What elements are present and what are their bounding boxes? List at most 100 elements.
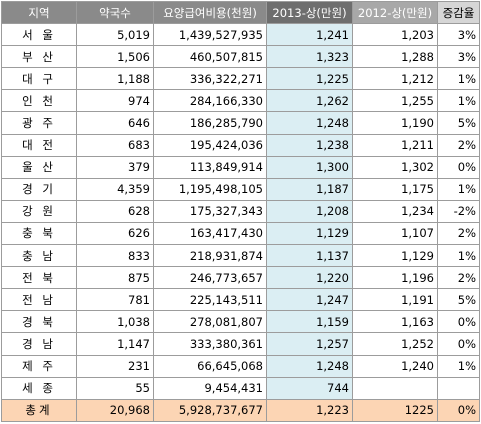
cell-pharmacies: 974 (76, 89, 154, 113)
cell-change: 1% (437, 89, 480, 113)
cell-pharmacies: 875 (76, 266, 154, 290)
cell-cost: 278,081,807 (153, 310, 267, 334)
cell-2012: 1,190 (352, 111, 438, 135)
cell-cost: 336,322,271 (153, 67, 267, 91)
cell-cost: 186,285,790 (153, 111, 267, 135)
cell-change: -2% (437, 199, 480, 223)
cell-pharmacies: 626 (76, 221, 154, 246)
cell-change (437, 376, 480, 400)
cell-2013: 1,248 (266, 111, 353, 135)
cell-2012: 1,288 (352, 45, 438, 69)
cell-region: 인 천 (1, 89, 77, 113)
cell-change: 3% (437, 45, 480, 69)
cell-2013: 1,323 (266, 45, 353, 69)
cell-2012: 1,252 (352, 332, 438, 356)
cell-2013: 1,262 (266, 89, 353, 113)
total-row: 총계 20,968 5,928,737,677 1,223 1225 0% (1, 398, 480, 422)
cell-pharmacies: 4,359 (76, 177, 154, 201)
cell-pharmacies: 646 (76, 111, 154, 135)
cell-2012: 1,203 (352, 23, 438, 47)
cell-pharmacies: 683 (76, 133, 154, 157)
cell-change: 3% (437, 23, 480, 47)
cell-2012 (352, 376, 438, 400)
cell-2013: 1,223 (266, 398, 353, 422)
cell-region: 경 북 (1, 310, 77, 334)
cell-region: 제 주 (1, 354, 77, 378)
cell-region: 총계 (1, 398, 77, 422)
cell-cost: 460,507,815 (153, 45, 267, 69)
table-row: 울 산 379 113,849,914 1,300 1,302 0% (1, 155, 480, 179)
header-cost: 요양급여비용(천원) (153, 0, 267, 25)
cell-2012: 1,302 (352, 155, 438, 179)
cell-pharmacies: 781 (76, 288, 154, 312)
cell-2012: 1,234 (352, 199, 438, 223)
table-row: 광 주 646 186,285,790 1,248 1,190 5% (1, 111, 480, 135)
cell-pharmacies: 1,147 (76, 332, 154, 356)
table-row: 부 산 1,506 460,507,815 1,323 1,288 3% (1, 45, 480, 69)
table-row: 대 구 1,188 336,322,271 1,225 1,212 1% (1, 67, 480, 91)
cell-region: 강 원 (1, 199, 77, 223)
cell-2013: 1,247 (266, 288, 353, 312)
cell-2012: 1,163 (352, 310, 438, 334)
cell-change: 2% (437, 266, 480, 290)
cell-2013: 1,129 (266, 221, 353, 246)
cell-pharmacies: 55 (76, 376, 154, 400)
cell-region: 대 구 (1, 67, 77, 91)
cell-region: 부 산 (1, 45, 77, 69)
cell-cost: 1,195,498,105 (153, 177, 267, 201)
cell-region: 울 산 (1, 155, 77, 179)
cell-2013: 1,220 (266, 266, 353, 290)
header-row: 지역 약국수 요양급여비용(천원) 2013-상(만원) 2012-상(만원) … (1, 0, 480, 25)
cell-region: 경 기 (1, 177, 77, 201)
cell-pharmacies: 628 (76, 199, 154, 223)
table-row: 경 북 1,038 278,081,807 1,159 1,163 0% (1, 310, 480, 334)
cell-change: 1% (437, 177, 480, 201)
cell-cost: 218,931,874 (153, 244, 267, 268)
table-row: 인 천 974 284,166,330 1,262 1,255 1% (1, 89, 480, 113)
cell-pharmacies: 5,019 (76, 23, 154, 47)
cell-2013: 744 (266, 376, 353, 400)
header-region: 지역 (1, 0, 77, 25)
cell-pharmacies: 1,506 (76, 45, 154, 69)
cell-cost: 175,327,343 (153, 199, 267, 223)
header-2013: 2013-상(만원) (266, 0, 353, 25)
cell-region: 세 종 (1, 376, 77, 400)
cell-cost: 9,454,431 (153, 376, 267, 400)
cell-cost: 1,439,527,935 (153, 23, 267, 47)
table-row: 경 남 1,147 333,380,361 1,257 1,252 0% (1, 332, 480, 356)
cell-pharmacies: 231 (76, 354, 154, 378)
cell-pharmacies: 20,968 (76, 398, 154, 422)
cell-pharmacies: 1,038 (76, 310, 154, 334)
cell-cost: 5,928,737,677 (153, 398, 267, 422)
header-pharmacies: 약국수 (76, 0, 154, 25)
cell-change: 0% (437, 332, 480, 356)
cell-region: 전 남 (1, 288, 77, 312)
cell-2012: 1225 (352, 398, 438, 422)
cell-pharmacies: 1,188 (76, 67, 154, 91)
cell-cost: 225,143,511 (153, 288, 267, 312)
cell-region: 광 주 (1, 111, 77, 135)
cell-change: 0% (437, 155, 480, 179)
header-change: 증감율 (437, 0, 480, 25)
cell-2013: 1,248 (266, 354, 353, 378)
cell-cost: 113,849,914 (153, 155, 267, 179)
cell-region: 경 남 (1, 332, 77, 356)
cell-2013: 1,241 (266, 23, 353, 47)
header-2012: 2012-상(만원) (352, 0, 438, 25)
cell-2012: 1,240 (352, 354, 438, 378)
cell-2012: 1,212 (352, 67, 438, 91)
cell-pharmacies: 379 (76, 155, 154, 179)
table-row: 강 원 628 175,327,343 1,208 1,234 -2% (1, 199, 480, 223)
cell-2013: 1,187 (266, 177, 353, 201)
cell-2013: 1,208 (266, 199, 353, 223)
cell-2012: 1,107 (352, 221, 438, 246)
cell-change: 2% (437, 221, 480, 246)
cell-cost: 333,380,361 (153, 332, 267, 356)
table-row: 전 남 781 225,143,511 1,247 1,191 5% (1, 288, 480, 312)
table-row: 전 북 875 246,773,657 1,220 1,196 2% (1, 266, 480, 290)
cell-change: 5% (437, 111, 480, 135)
table-row: 세 종 55 9,454,431 744 (1, 376, 480, 400)
cell-change: 1% (437, 354, 480, 378)
cell-change: 1% (437, 67, 480, 91)
